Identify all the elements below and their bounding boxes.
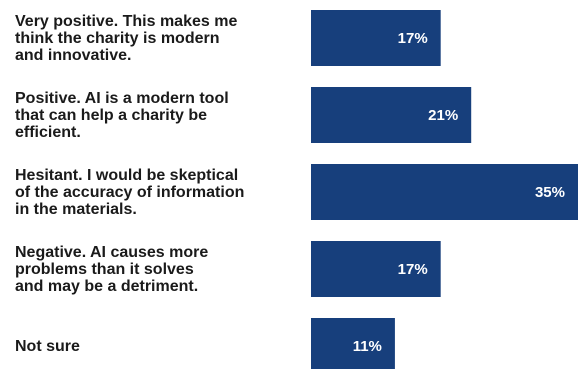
category-label-line: in the materials. [15, 201, 137, 218]
category-label-line: Very positive. This makes me [15, 13, 237, 30]
bar [311, 10, 441, 66]
bar [311, 241, 441, 297]
bar-value-label: 17% [398, 30, 428, 47]
category-label: Not sure [15, 338, 80, 355]
bar-value-label: 21% [428, 107, 458, 124]
category-label: Very positive. This makes me think the ch… [15, 13, 237, 64]
category-label-line: Not sure [15, 338, 80, 355]
category-label-line: and innovative. [15, 47, 131, 64]
bar-value-label: 17% [398, 261, 428, 278]
category-label-line: problems than it solves [15, 261, 194, 278]
category-label: Hesitant. I would be skeptical of the acc… [15, 167, 244, 218]
category-label-line: that can help a charity be [15, 107, 207, 124]
bar [311, 87, 472, 143]
category-label-line: Negative. AI causes more [15, 244, 208, 261]
bar-value-label: 35% [535, 184, 565, 201]
bar-value-label: 11% [353, 338, 382, 355]
bar [311, 318, 395, 369]
category-label-line: Positive. AI is a modern tool [15, 90, 229, 107]
category-label-line: of the accuracy of information [15, 184, 244, 201]
category-label-line: efficient. [15, 124, 81, 141]
bar [311, 164, 578, 220]
category-label-line: think the charity is modern [15, 30, 219, 47]
category-label-line: and may be a detriment. [15, 278, 198, 295]
category-label: Negative. AI causes more problems than it… [15, 244, 208, 295]
category-label-line: Hesitant. I would be skeptical [15, 167, 238, 184]
category-label: Positive. AI is a modern tool that can he… [15, 90, 229, 141]
